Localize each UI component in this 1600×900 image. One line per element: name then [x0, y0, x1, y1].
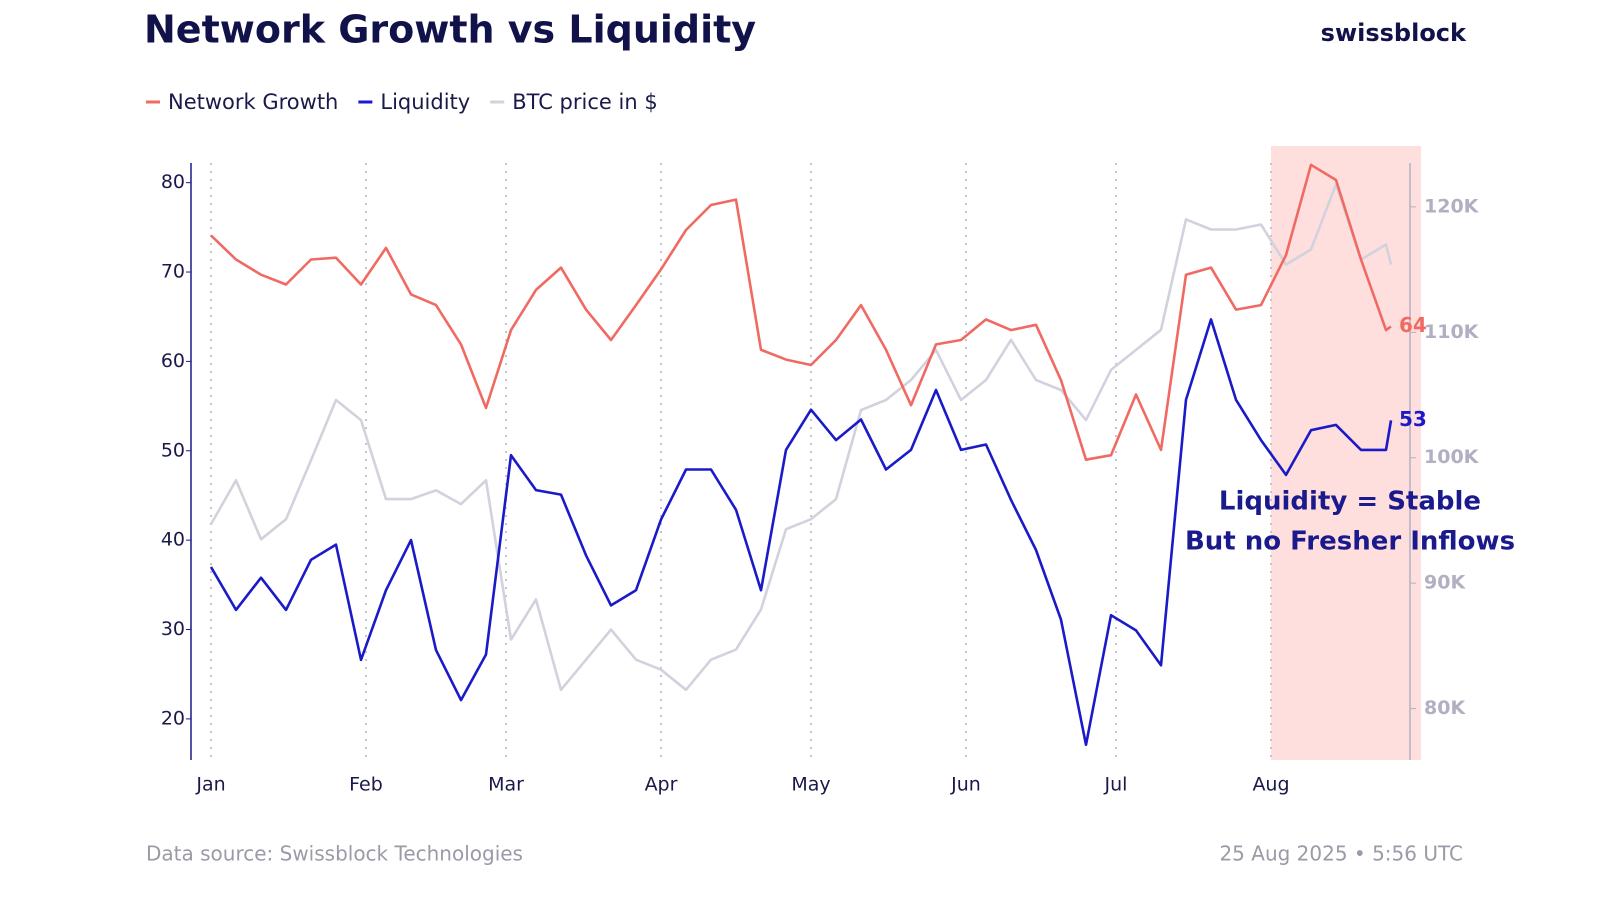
y2-tick-label: 90K: [1424, 572, 1466, 594]
timestamp: 25 Aug 2025 • 5:56 UTC: [1219, 842, 1463, 866]
x-tick-label: Mar: [488, 774, 524, 796]
series-line: [210, 163, 1392, 461]
legend-label: BTC price in $: [512, 90, 657, 114]
highlight-band: [1271, 146, 1421, 760]
y-tick-label: 50: [161, 439, 185, 461]
x-tick-label: Jan: [195, 774, 225, 796]
y-tick-label: 20: [161, 707, 185, 729]
y-tick-label: 30: [161, 618, 185, 640]
y2-tick-label: 80K: [1424, 697, 1466, 719]
y-tick-label: 40: [161, 529, 185, 551]
brand: swissblock: [1321, 19, 1467, 47]
annotation: Liquidity = Stable: [1219, 487, 1481, 517]
end-label: 53: [1399, 407, 1427, 431]
legend-label: Liquidity: [380, 90, 470, 114]
y2-tick-label: 110K: [1424, 321, 1480, 343]
x-tick-label: Feb: [349, 774, 383, 796]
end-label: 64: [1399, 313, 1427, 337]
y-tick-label: 80: [161, 171, 185, 193]
y-tick-label: 70: [161, 261, 185, 283]
x-tick-label: Jul: [1104, 774, 1128, 796]
y2-tick-label: 120K: [1424, 195, 1480, 217]
y2-tick-label: 100K: [1424, 446, 1480, 468]
source: Data source: Swissblock Technologies: [146, 842, 523, 866]
annotation: But no Fresher Inflows: [1185, 527, 1515, 557]
x-tick-label: Jun: [950, 774, 981, 796]
x-tick-label: May: [791, 774, 830, 796]
x-tick-label: Apr: [645, 774, 678, 796]
legend-label: Network Growth: [168, 90, 338, 114]
series-line: [209, 183, 1393, 692]
x-tick-label: Aug: [1252, 774, 1289, 796]
chart-title: Network Growth vs Liquidity: [144, 8, 756, 52]
y-tick-label: 60: [161, 350, 185, 372]
series-line: [209, 318, 1393, 747]
